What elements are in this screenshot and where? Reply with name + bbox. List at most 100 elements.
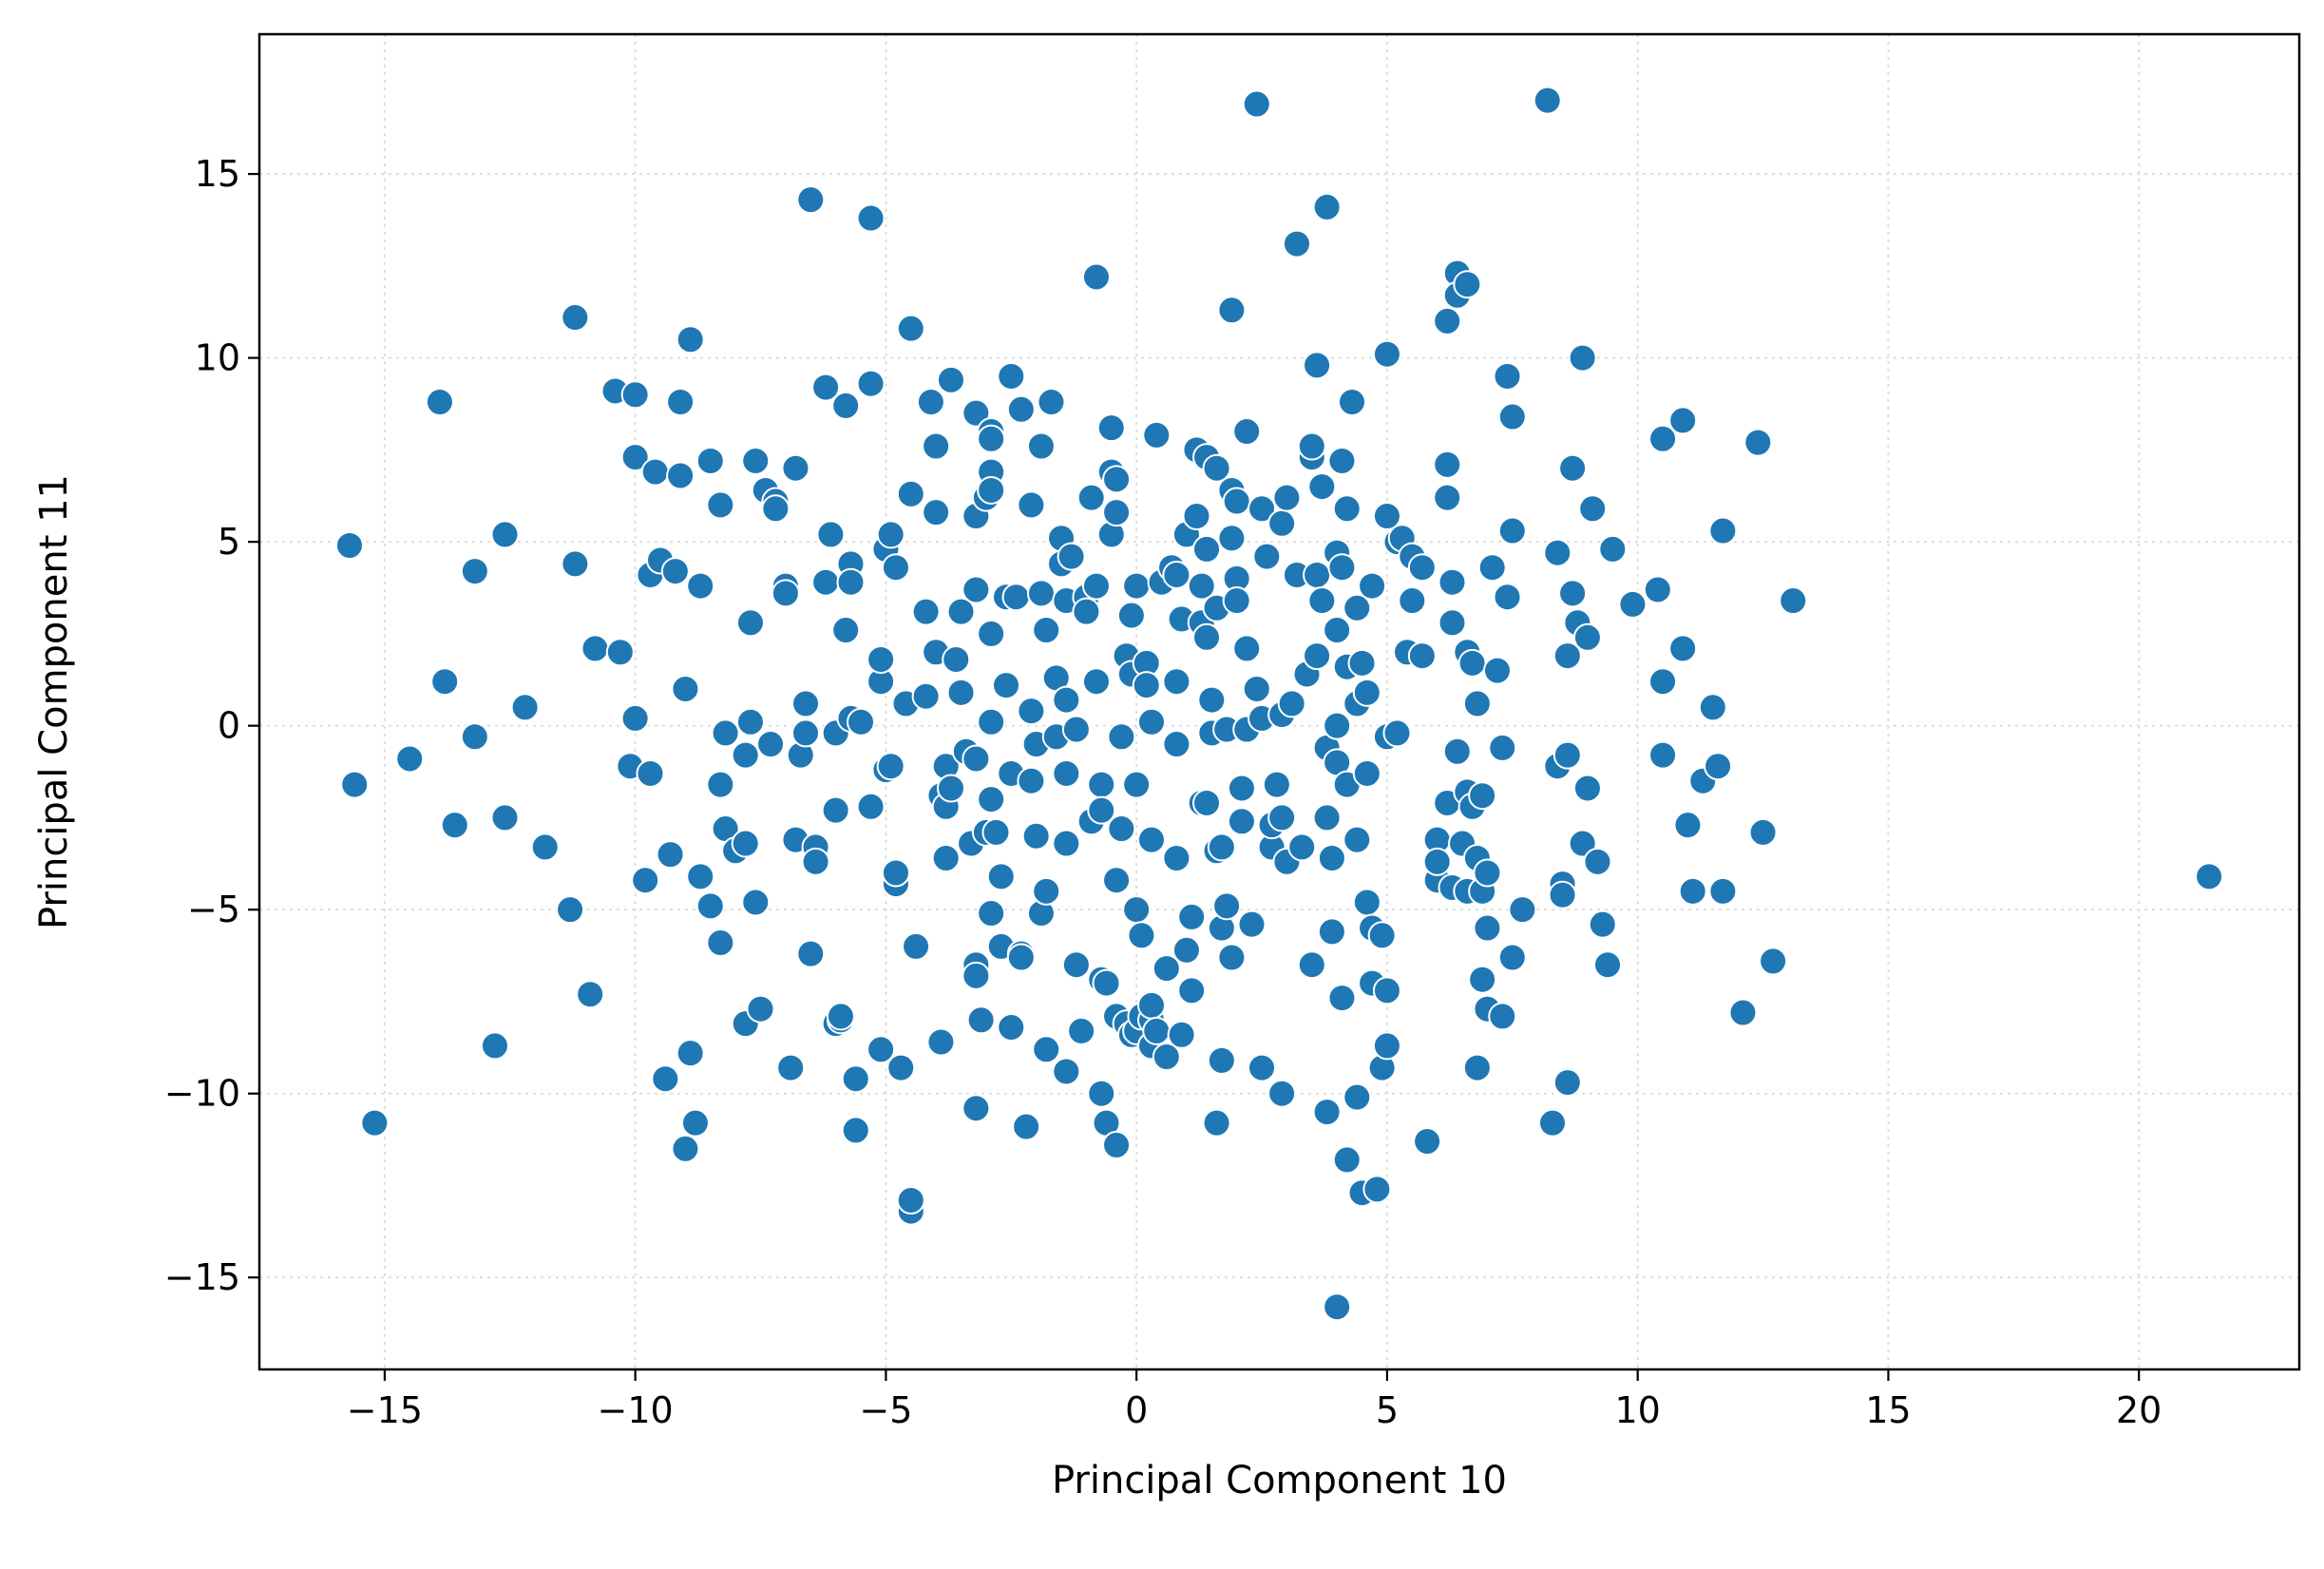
scatter-point: [1488, 733, 1517, 762]
scatter-point: [1122, 895, 1152, 925]
scatter-point: [1012, 1112, 1041, 1141]
scatter-point: [942, 644, 971, 674]
scatter-point: [977, 707, 1006, 737]
scatter-point: [1061, 950, 1091, 980]
scatter-point: [1076, 483, 1106, 512]
scatter-point: [1462, 689, 1492, 718]
scatter-point: [741, 888, 771, 917]
scatter-point: [340, 770, 370, 799]
scatter-point: [1127, 921, 1156, 950]
scatter-point: [636, 758, 665, 788]
scatter-point: [1192, 788, 1222, 817]
scatter-point: [1267, 1079, 1297, 1108]
scatter-point: [440, 811, 469, 840]
data-points: [334, 86, 2224, 1322]
scatter-point: [1207, 832, 1236, 862]
scatter-point: [1497, 402, 1527, 431]
scatter-point: [876, 520, 905, 549]
scatter-point: [821, 795, 850, 825]
scatter-point: [1352, 678, 1381, 707]
scatter-point: [847, 707, 876, 737]
scatter-point: [856, 203, 886, 233]
scatter-point: [460, 722, 489, 752]
scatter-point: [1572, 622, 1602, 652]
scatter-point: [1272, 483, 1302, 512]
scatter-point: [656, 840, 685, 870]
scatter-point: [1748, 817, 1778, 847]
scatter-point: [1668, 406, 1698, 435]
scatter-point: [605, 638, 635, 667]
scatter-point: [1343, 825, 1372, 854]
scatter-point: [1102, 465, 1132, 494]
scatter-point: [1433, 306, 1462, 335]
scatter-point: [841, 1064, 870, 1094]
scatter-point: [801, 847, 830, 876]
scatter-point: [1297, 950, 1326, 980]
scatter-point: [1032, 616, 1061, 645]
scatter-point: [986, 862, 1016, 891]
scatter-point: [1433, 483, 1462, 512]
scatter-point: [1497, 943, 1527, 972]
scatter-point: [1422, 847, 1452, 876]
scatter-point: [731, 829, 760, 858]
scatter-point: [946, 597, 976, 626]
scatter-point: [1312, 803, 1342, 832]
scatter-point: [1537, 1108, 1567, 1138]
scatter-point: [1668, 634, 1698, 663]
scatter-point: [1583, 847, 1612, 876]
scatter-point: [1303, 560, 1332, 589]
scatter-point: [1217, 524, 1247, 553]
scatter-point: [896, 314, 925, 343]
scatter-point: [1162, 667, 1191, 697]
scatter-point: [1217, 943, 1247, 972]
scatter-point: [530, 832, 560, 862]
scatter-point: [1332, 1145, 1362, 1175]
scatter-point: [1508, 895, 1537, 925]
scatter-point: [1087, 770, 1116, 799]
scatter-point: [1327, 446, 1357, 475]
scatter-point: [1087, 795, 1116, 825]
scatter-point: [867, 1035, 896, 1064]
scatter-point: [1197, 685, 1227, 715]
scatter-point: [1648, 424, 1678, 453]
y-tick-label: −10: [164, 1073, 240, 1115]
scatter-point: [1052, 829, 1081, 858]
scatter-point: [1222, 487, 1251, 516]
scatter-point: [1052, 685, 1081, 715]
scatter-point: [395, 744, 425, 774]
scatter-point: [1187, 571, 1216, 601]
scatter-point: [1182, 502, 1211, 531]
scatter-point: [1287, 832, 1317, 862]
scatter-point: [902, 931, 931, 961]
x-tick-label: −5: [859, 1389, 912, 1431]
scatter-point: [841, 1116, 870, 1145]
y-tick-label: 0: [218, 705, 240, 747]
scatter-point: [962, 744, 991, 774]
scatter-point: [1543, 538, 1572, 567]
scatter-point: [1152, 1043, 1181, 1072]
scatter-point: [1061, 715, 1091, 744]
scatter-point: [1297, 431, 1326, 461]
scatter-point: [1087, 1079, 1116, 1108]
scatter-point: [896, 479, 925, 508]
scatter-point: [816, 520, 846, 549]
scatter-point: [1177, 976, 1207, 1005]
scatter-point: [1177, 902, 1207, 931]
x-tick-label: 10: [1614, 1389, 1660, 1431]
scatter-point: [811, 373, 841, 402]
scatter-point: [1237, 909, 1267, 939]
scatter-point: [735, 608, 765, 638]
scatter-point: [1072, 597, 1101, 626]
scatter-point: [1473, 913, 1502, 943]
scatter-point: [756, 730, 786, 759]
scatter-point: [962, 398, 991, 428]
scatter-point: [1362, 1175, 1392, 1204]
scatter-point: [1202, 453, 1231, 483]
scatter-point: [1548, 880, 1577, 909]
scatter-point: [480, 1031, 509, 1061]
scatter-point: [1162, 730, 1191, 759]
scatter-point: [1102, 866, 1132, 895]
scatter-point: [1092, 968, 1121, 998]
scatter-point: [1006, 394, 1036, 424]
